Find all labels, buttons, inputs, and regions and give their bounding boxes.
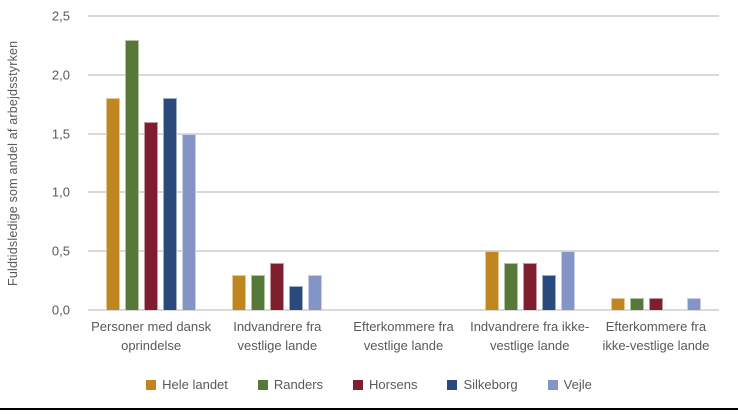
bar-groups	[88, 16, 719, 310]
legend-label-vejle: Vejle	[563, 377, 592, 392]
bottom-divider	[0, 408, 738, 410]
legend-color-swatch-hele-landet	[146, 379, 157, 390]
x-category-label-personer-med-dansk-oprindelse: Personer med dansk oprindelse	[91, 319, 212, 353]
bar-group-personer-med-dansk-oprindelse	[88, 16, 214, 310]
y-tick-label: 0,5	[51, 243, 70, 259]
legend-color-swatch-silkeborg	[447, 379, 458, 390]
bar-horsens-efterkommere-fra-ikke-vestlige-lande	[648, 298, 663, 310]
x-category-label-efterkommere-fra-vestlige-lande: Efterkommere fra vestlige lande	[353, 319, 454, 353]
bar-hele-landet-efterkommere-fra-ikke-vestlige-lande	[610, 298, 625, 310]
y-tick-label: 1,5	[51, 126, 70, 142]
x-category-label-efterkommere-fra-ikke-vestlige-lande: Efterkommere fra ikke-vestlige lande	[602, 319, 710, 353]
y-tick-label: 0,0	[51, 302, 70, 318]
chart-legend: Hele landet Randers Horsens Silkeborg Vejle	[0, 377, 738, 392]
bar-silkeborg-indvandrere-fra-vestlige-lande	[289, 286, 304, 310]
bar-vejle-personer-med-dansk-oprindelse	[182, 133, 197, 310]
x-axis-category-labels: Personer med dansk oprindelse Indvandrere…	[88, 318, 719, 356]
x-axis-line	[88, 309, 719, 311]
bar-randers-efterkommere-fra-ikke-vestlige-lande	[629, 298, 644, 310]
bar-randers-indvandrere-fra-vestlige-lande	[251, 274, 266, 310]
bar-hele-landet-indvandrere-fra-ikke-vestlige-lande	[484, 251, 499, 310]
bar-vejle-indvandrere-fra-ikke-vestlige-lande	[560, 251, 575, 310]
legend-item-randers: Randers	[257, 377, 324, 392]
legend-label-silkeborg: Silkeborg	[463, 377, 518, 392]
gridline	[88, 132, 719, 135]
bar-vejle-efterkommere-fra-ikke-vestlige-lande	[686, 298, 701, 310]
legend-label-horsens: Horsens	[369, 377, 418, 392]
bar-group-indvandrere-fra-ikke-vestlige-lande	[467, 16, 593, 310]
y-axis-tick-labels: 0,0 0,5 1,0 1,5 2,0 2,5	[0, 9, 70, 318]
x-category-label-indvandrere-fra-vestlige-lande: Indvandrere fra vestlige lande	[233, 319, 322, 353]
plot-area	[88, 15, 719, 311]
legend-color-swatch-horsens	[353, 379, 364, 390]
legend-label-randers: Randers	[273, 377, 324, 392]
bar-vejle-indvandrere-fra-vestlige-lande	[308, 274, 323, 310]
bar-silkeborg-indvandrere-fra-ikke-vestlige-lande	[541, 274, 556, 310]
x-category-label-indvandrere-fra-ikke-vestlige-lande: Indvandrere fra ikke-vestlige lande	[470, 319, 590, 353]
legend-item-vejle: Vejle	[547, 377, 592, 392]
legend-color-swatch-vejle	[547, 379, 558, 390]
legend-item-silkeborg: Silkeborg	[447, 377, 518, 392]
legend-color-swatch-randers	[257, 379, 268, 390]
y-tick-label: 1,0	[51, 184, 70, 200]
bar-horsens-personer-med-dansk-oprindelse	[144, 121, 159, 310]
bar-randers-indvandrere-fra-ikke-vestlige-lande	[503, 262, 518, 310]
gridline	[88, 250, 719, 253]
gridline	[88, 15, 719, 17]
bar-horsens-indvandrere-fra-vestlige-lande	[270, 262, 285, 310]
bar-hele-landet-indvandrere-fra-vestlige-lande	[232, 274, 247, 310]
bar-group-efterkommere-fra-ikke-vestlige-lande	[593, 16, 719, 310]
bar-silkeborg-personer-med-dansk-oprindelse	[163, 98, 178, 310]
y-tick-label: 2,0	[51, 67, 70, 83]
legend-item-horsens: Horsens	[353, 377, 417, 392]
bar-group-indvandrere-fra-vestlige-lande	[214, 16, 340, 310]
legend-label-hele-landet: Hele landet	[162, 377, 228, 392]
legend-item-hele-landet: Hele landet	[146, 377, 228, 392]
bar-randers-personer-med-dansk-oprindelse	[125, 39, 140, 310]
y-tick-label: 2,5	[51, 8, 70, 24]
bar-group-efterkommere-fra-vestlige-lande	[340, 16, 466, 310]
gridline	[88, 191, 719, 194]
bar-hele-landet-personer-med-dansk-oprindelse	[106, 98, 121, 310]
gridline	[88, 73, 719, 76]
bar-horsens-indvandrere-fra-ikke-vestlige-lande	[522, 262, 537, 310]
